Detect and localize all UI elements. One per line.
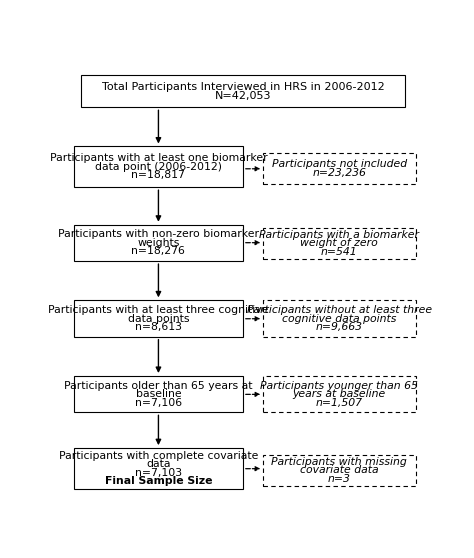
Text: Participants with complete covariate: Participants with complete covariate	[59, 451, 258, 460]
Bar	[263, 153, 416, 184]
Text: Participants with missing: Participants with missing	[272, 457, 407, 467]
Text: n=8,613: n=8,613	[135, 322, 182, 332]
Text: data: data	[146, 459, 171, 469]
Text: n=1,507: n=1,507	[316, 398, 363, 408]
Text: baseline: baseline	[136, 389, 181, 399]
Text: n=18,817: n=18,817	[131, 170, 185, 180]
Text: Participants older than 65 years at: Participants older than 65 years at	[64, 381, 253, 391]
Text: cognitive data points: cognitive data points	[282, 314, 397, 324]
Bar	[263, 228, 416, 258]
Bar	[74, 448, 243, 489]
Text: n=541: n=541	[321, 247, 358, 257]
Text: n=3: n=3	[328, 474, 351, 484]
Text: years at baseline: years at baseline	[293, 389, 386, 399]
Bar	[74, 225, 243, 261]
Bar	[263, 455, 416, 486]
Text: covariate data: covariate data	[300, 465, 379, 475]
Text: data point (2006-2012): data point (2006-2012)	[95, 162, 222, 172]
Bar	[82, 75, 404, 107]
Text: n=9,663: n=9,663	[316, 322, 363, 332]
Text: Total Participants Interviewed in HRS in 2006-2012: Total Participants Interviewed in HRS in…	[101, 82, 384, 92]
Bar	[74, 146, 243, 187]
Text: Participants not included: Participants not included	[272, 160, 407, 170]
Text: Participants with non-zero biomarker: Participants with non-zero biomarker	[58, 229, 259, 239]
Text: data points: data points	[128, 314, 189, 324]
Text: n=7,103: n=7,103	[135, 468, 182, 478]
Text: Participants with at least one biomarker: Participants with at least one biomarker	[50, 153, 267, 163]
Text: weight of zero: weight of zero	[301, 238, 378, 248]
Bar	[74, 300, 243, 337]
Text: n=18,276: n=18,276	[131, 247, 185, 257]
Bar	[74, 376, 243, 412]
Text: Participants with a biomarker: Participants with a biomarker	[259, 229, 419, 239]
Text: Participants without at least three: Participants without at least three	[247, 305, 432, 315]
Text: Participants younger than 65: Participants younger than 65	[260, 381, 418, 391]
Text: N=42,053: N=42,053	[215, 90, 271, 100]
Text: n=7,106: n=7,106	[135, 398, 182, 408]
Text: weights: weights	[137, 238, 180, 248]
Text: Participants with at least three cognitive: Participants with at least three cogniti…	[48, 305, 269, 315]
Text: Final Sample Size: Final Sample Size	[105, 477, 212, 487]
Bar	[263, 376, 416, 412]
Text: n=23,236: n=23,236	[312, 168, 366, 178]
Bar	[263, 300, 416, 337]
